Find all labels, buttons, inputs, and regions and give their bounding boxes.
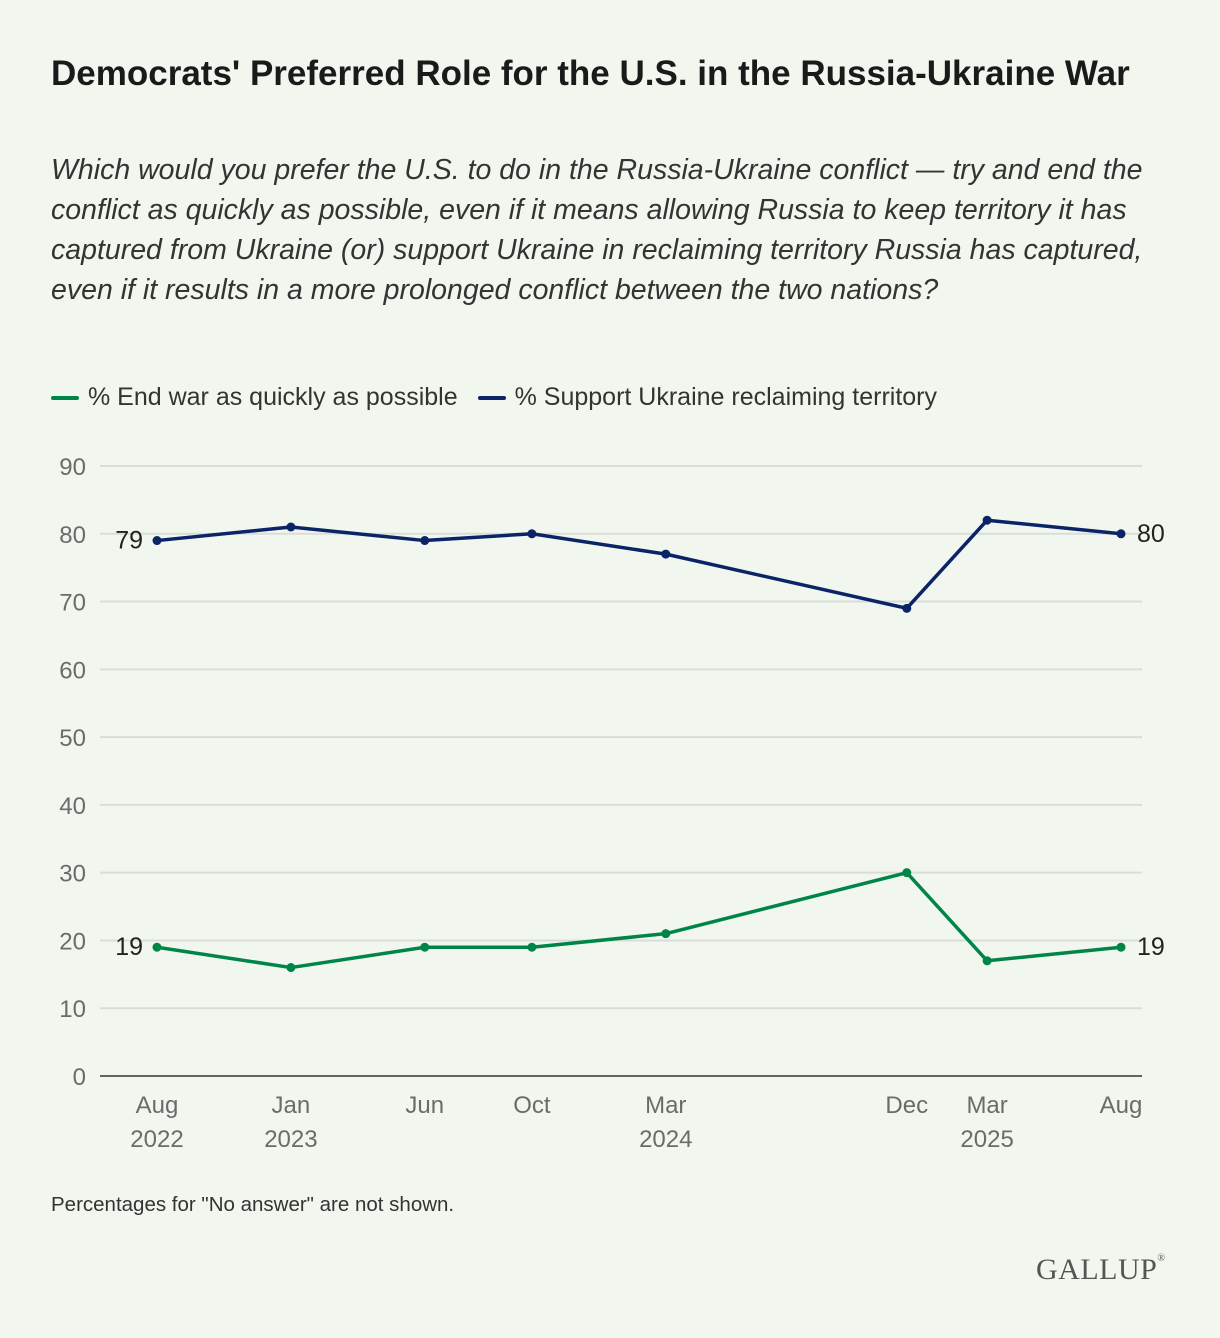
- data-label-first-end-war: 19: [115, 933, 143, 961]
- y-tick-label: 80: [59, 522, 86, 549]
- x-tick-label: Dec: [885, 1092, 928, 1119]
- footnote: Percentages for "No answer" are not show…: [51, 1193, 455, 1216]
- x-tick-label: Jun: [405, 1092, 444, 1119]
- x-tick-label: Mar: [645, 1092, 686, 1119]
- legend-swatch-end-war: [51, 395, 79, 400]
- y-tick-label: 40: [59, 793, 86, 820]
- y-tick-label: 70: [59, 590, 86, 617]
- y-axis-ticks: 0 10 20 30 40 50 60 70 80 90: [59, 454, 86, 1091]
- x-tick-year-label: 2023: [264, 1126, 317, 1153]
- data-point-support-ukraine: [286, 522, 296, 532]
- y-tick-label: 10: [59, 996, 86, 1023]
- x-tick-year-label: 2022: [130, 1126, 183, 1153]
- data-point-end-war: [527, 942, 537, 952]
- x-tick-year-label: 2024: [639, 1126, 692, 1153]
- y-tick-label: 30: [59, 861, 86, 888]
- gallup-logo: GALLUP®: [1036, 1253, 1165, 1287]
- chart-subtitle: Which would you prefer the U.S. to do in…: [51, 154, 1143, 306]
- data-labels: 19 19 79 80: [115, 520, 1165, 961]
- legend-label-end-war: % End war as quickly as possible: [88, 383, 458, 411]
- chart-title: Democrats' Preferred Role for the U.S. i…: [51, 54, 1130, 93]
- x-tick-label: Mar: [966, 1092, 1007, 1119]
- x-tick-label: Oct: [513, 1092, 551, 1119]
- data-point-end-war: [902, 868, 912, 878]
- data-point-end-war: [661, 929, 671, 939]
- data-point-support-ukraine: [982, 515, 992, 525]
- data-point-end-war: [982, 956, 992, 966]
- legend-item-end-war: % End war as quickly as possible: [51, 383, 458, 412]
- y-tick-label: 0: [73, 1064, 86, 1091]
- data-point-end-war: [286, 963, 296, 973]
- legend-label-support-ukraine: % Support Ukraine reclaiming territory: [514, 383, 938, 411]
- series-line-support-ukraine: [156, 518, 1122, 611]
- data-label-last-end-war: 19: [1137, 933, 1165, 961]
- x-axis-ticks: Aug 2022 Jan 2023 Jun Oct Mar 2024 Dec Mar 2025 Aug: [130, 1092, 1142, 1153]
- data-point-support-ukraine: [152, 536, 162, 546]
- y-tick-label: 20: [59, 928, 86, 955]
- gridlines: [100, 465, 1142, 1077]
- data-point-support-ukraine: [420, 536, 430, 546]
- legend: % End war as quickly as possible % Suppo…: [51, 383, 957, 412]
- data-point-end-war: [1116, 942, 1126, 952]
- x-tick-label: Jan: [272, 1092, 311, 1119]
- registered-mark: ®: [1157, 1253, 1166, 1264]
- data-point-end-war: [420, 942, 430, 952]
- data-point-support-ukraine: [902, 603, 912, 613]
- series-line-end-war: [156, 870, 1122, 970]
- y-tick-label: 50: [59, 725, 86, 752]
- legend-swatch-support-ukraine: [477, 395, 506, 400]
- data-label-first-support-ukraine: 79: [115, 527, 143, 555]
- x-tick-label: Aug: [1100, 1092, 1143, 1119]
- data-point-support-ukraine: [527, 529, 537, 539]
- data-label-last-support-ukraine: 80: [1137, 520, 1165, 548]
- y-tick-label: 60: [59, 657, 86, 684]
- x-tick-label: Aug: [136, 1092, 179, 1119]
- y-tick-label: 90: [59, 454, 86, 481]
- series-group: [152, 515, 1126, 973]
- legend-item-support-ukraine: % Support Ukraine reclaiming territory: [477, 383, 938, 412]
- x-tick-year-label: 2025: [960, 1126, 1013, 1153]
- gallup-logo-text: GALLUP: [1036, 1253, 1158, 1286]
- data-point-support-ukraine: [661, 549, 671, 559]
- data-point-support-ukraine: [1116, 529, 1126, 539]
- data-point-end-war: [152, 942, 162, 952]
